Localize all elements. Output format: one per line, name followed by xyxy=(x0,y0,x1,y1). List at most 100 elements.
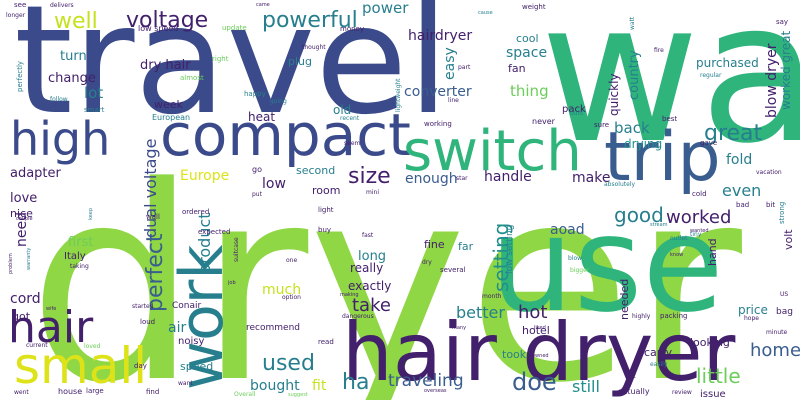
word-compact: compact xyxy=(160,101,411,169)
word-built: built xyxy=(570,110,584,117)
word-product: product xyxy=(195,212,214,274)
word-overall: Overall xyxy=(234,391,256,398)
word-still: still xyxy=(572,377,600,396)
word-tiny: tiny xyxy=(690,231,702,238)
word-several: several xyxy=(440,266,466,274)
word-small: small xyxy=(14,337,147,395)
word-fire: fire xyxy=(654,47,664,54)
word-low-speed: low speed xyxy=(138,24,178,33)
word-packing: packing xyxy=(660,312,687,320)
word-hotel: hotel xyxy=(522,324,550,337)
word-traveling: traveling xyxy=(388,371,464,391)
word-heat: heat xyxy=(248,110,275,124)
word-first: first xyxy=(68,235,93,250)
word-well: well xyxy=(54,9,98,34)
word-working: working xyxy=(424,120,452,128)
word-exactly: exactly xyxy=(348,279,391,293)
word-need: need xyxy=(14,212,30,247)
word-little: little xyxy=(696,364,741,388)
word-going: going xyxy=(270,98,287,105)
word-country: country xyxy=(627,50,642,100)
word-blow-dryer: blow dryer xyxy=(764,43,780,118)
word-power: power xyxy=(362,0,409,17)
word-switch: switch xyxy=(403,119,582,184)
word-say: say xyxy=(776,18,788,26)
word-one: one xyxy=(286,257,297,264)
word-europe: Europe xyxy=(180,168,229,184)
word-week: week xyxy=(154,98,184,111)
word-noisy: noisy xyxy=(178,336,204,347)
word-mini: mini xyxy=(366,189,379,196)
word-take: take xyxy=(352,295,391,316)
word-came: came xyxy=(256,2,270,8)
word-dual-voltage: dual voltage xyxy=(141,139,160,238)
word-hairdryer: hairdryer xyxy=(408,28,472,44)
word-bad: bad xyxy=(736,201,749,209)
word-making: making xyxy=(340,292,359,298)
word-star: star xyxy=(456,175,468,182)
word-handle: handle xyxy=(484,169,532,185)
word-space: space xyxy=(506,45,547,61)
word-house: house xyxy=(58,387,82,396)
word-gave: gave xyxy=(700,139,717,147)
word-powerful: powerful xyxy=(262,8,358,33)
word-cord: cord xyxy=(10,291,41,307)
word-trip: trip xyxy=(604,118,721,197)
word-purchased: purchased xyxy=(696,56,759,70)
word-us: US xyxy=(780,291,788,298)
word-highly: highly xyxy=(632,313,651,320)
word-review: review xyxy=(672,389,692,396)
word-work: work xyxy=(167,245,237,390)
word-large: large xyxy=(86,387,104,395)
word-line: line xyxy=(448,97,459,104)
word-aoad: aoad xyxy=(550,222,585,238)
word-minute: minute xyxy=(766,329,787,336)
word-liked: liked xyxy=(534,325,546,331)
word-used: used xyxy=(262,351,315,376)
word-go: go xyxy=(252,165,262,174)
word-italy: Italy xyxy=(64,251,86,262)
word-hot: hot xyxy=(518,302,547,323)
word-wanted: wanted xyxy=(690,228,709,234)
word-job: job xyxy=(227,280,236,286)
word-put: put xyxy=(252,191,263,198)
word-good: good xyxy=(614,203,664,227)
word-second: second xyxy=(296,164,335,177)
word-longer: longer xyxy=(6,12,26,19)
word-taking: taking xyxy=(70,263,89,270)
word-speed: speed xyxy=(180,360,213,373)
word-overseas: overseas xyxy=(424,388,447,394)
word-yet: yet xyxy=(626,373,636,380)
word-recommend: recommend xyxy=(246,323,300,333)
word-issue: issue xyxy=(700,389,726,400)
word-weight: weight xyxy=(522,3,546,11)
word-right: right xyxy=(212,55,229,63)
word-loud: loud xyxy=(140,318,155,326)
word-needed: needed xyxy=(618,279,631,320)
word-nice: nice xyxy=(10,207,33,220)
word-loved: loved xyxy=(84,343,101,350)
word-started: started xyxy=(132,303,154,310)
word-almost: almost xyxy=(180,74,204,82)
word-high: high xyxy=(10,112,110,166)
word-hair: hair xyxy=(8,302,94,353)
word-home: home xyxy=(750,340,800,361)
word-bit: bit xyxy=(766,201,775,209)
word-make: make xyxy=(572,170,610,186)
word-hope: hope xyxy=(744,315,759,322)
word-carry: carry xyxy=(644,346,673,359)
word-seem: seem xyxy=(344,140,361,147)
word-pack: pack xyxy=(562,104,586,115)
word-worked: worked xyxy=(666,207,731,228)
word-expected: expected xyxy=(198,228,230,236)
word-fast: fast xyxy=(362,232,374,239)
word-never: never xyxy=(532,117,556,126)
word-delivers: delivers xyxy=(50,2,74,9)
word-smart: smart xyxy=(84,106,105,114)
word-lightweight: lightweight xyxy=(395,78,402,112)
word-volt: volt xyxy=(782,229,795,250)
word-money: money xyxy=(340,25,364,33)
word-read: read xyxy=(318,338,334,346)
word-wife: wife xyxy=(46,306,56,312)
